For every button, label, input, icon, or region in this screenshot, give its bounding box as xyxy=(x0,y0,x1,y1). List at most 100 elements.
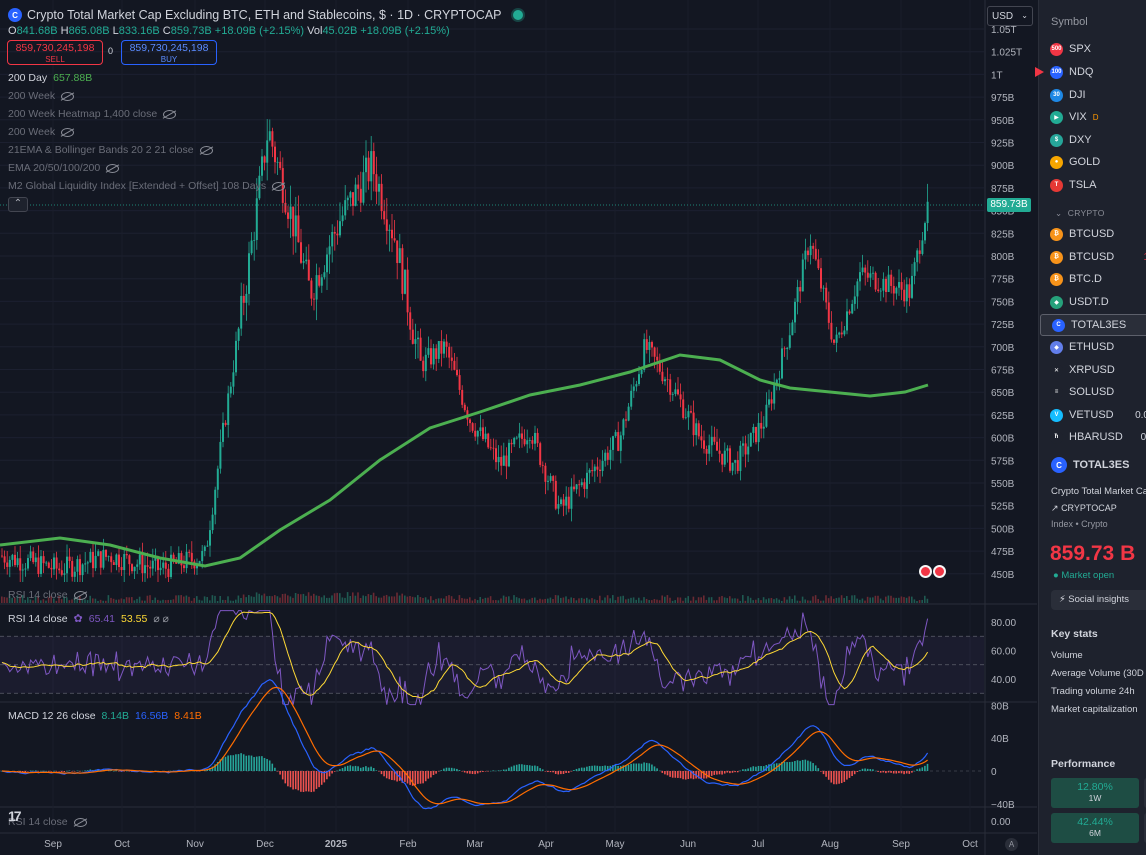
volume-bar xyxy=(783,597,786,603)
perf-1w[interactable]: 12.80% 1W xyxy=(1051,778,1139,808)
macd-legend[interactable]: MACD 12 26 close 8.14B 16.56B 8.41B xyxy=(8,710,202,722)
candle-body xyxy=(146,565,149,567)
watchlist-price: 0. xyxy=(1140,431,1146,443)
detail-symbol[interactable]: C TOTAL3ES xyxy=(1051,457,1129,473)
volume-bar xyxy=(913,599,916,603)
indicator-200-week[interactable]: 200 Week xyxy=(8,90,75,102)
chart-area[interactable]: 1.05T 1.025T 1T 975B 950B 925B 900B 875B 850B 825… xyxy=(0,0,1037,855)
watchlist-item-solusd[interactable]: ≡ SOLUSD xyxy=(1039,381,1146,403)
watchlist-item-ethusd[interactable]: ◆ ETHUSD xyxy=(1039,336,1146,358)
watchlist-item-gold[interactable]: ● GOLD xyxy=(1039,151,1146,173)
hidden-eye-icon[interactable] xyxy=(73,817,87,827)
macd-hist-bar xyxy=(432,771,435,776)
perf-next[interactable] xyxy=(1144,778,1146,808)
volume-bar xyxy=(6,597,8,603)
volume-bar xyxy=(229,600,232,603)
watchlist-item-hbarusd[interactable]: ħ HBARUSD 0. xyxy=(1039,426,1146,448)
watchlist-item-total3es[interactable]: C TOTAL3ES xyxy=(1040,314,1146,336)
volume-bar xyxy=(222,599,224,603)
hidden-eye-icon[interactable] xyxy=(61,127,75,137)
volume-bar xyxy=(45,600,47,603)
hidden-eye-icon[interactable] xyxy=(199,145,213,155)
candle-body xyxy=(175,561,178,564)
watchlist-item-btcusd[interactable]: ₿ BTCUSD 1 xyxy=(1039,246,1146,268)
candle-body xyxy=(406,269,409,313)
macd-hist-bar xyxy=(310,771,313,793)
candle-body xyxy=(755,427,757,443)
detail-exchange[interactable]: ↗ CRYPTOCAP xyxy=(1051,503,1117,513)
watchlist-item-usdt-d[interactable]: ◆ USDT.D xyxy=(1039,291,1146,313)
candle-body xyxy=(900,282,903,290)
watchlist-item-dji[interactable]: 30 DJI xyxy=(1039,84,1146,106)
indicator-200-week-heatmap[interactable]: 200 Week Heatmap 1,400 close xyxy=(8,108,177,120)
volume-bar xyxy=(461,598,463,603)
macd-hist-bar xyxy=(456,768,458,771)
macd-hist-bar xyxy=(848,771,851,778)
symbol-title[interactable]: C Crypto Total Market Cap Excluding BTC,… xyxy=(8,8,523,22)
candle-body xyxy=(391,229,393,239)
volume-bar xyxy=(76,599,78,603)
watchlist-item-dxy[interactable]: $ DXY xyxy=(1039,129,1146,151)
candle-body xyxy=(692,412,695,436)
chart-canvas[interactable]: 1.05T 1.025T 1T 975B 950B 925B 900B 875B 850B 825… xyxy=(0,0,1037,855)
macd-hist-bar xyxy=(773,763,775,771)
rsi-bottom-label[interactable]: RSI 14 close xyxy=(8,816,87,828)
watchlist-item-spx[interactable]: 500 SPX xyxy=(1039,38,1146,60)
macd-hist-bar xyxy=(248,755,250,771)
events-icons[interactable] xyxy=(919,565,946,578)
candle-body xyxy=(180,553,183,566)
watchlist-item-xrpusd[interactable]: ✕ XRPUSD xyxy=(1039,359,1146,381)
watchlist-item-btc-d[interactable]: ₿ BTC.D xyxy=(1039,268,1146,290)
indicator-ema-bollinger[interactable]: 21EMA & Bollinger Bands 20 2 21 close xyxy=(8,144,213,156)
rsi-hidden-label[interactable]: RSI 14 close xyxy=(8,589,87,601)
indicator-m2-liquidity[interactable]: M2 Global Liquidity Index [Extended + Of… xyxy=(8,180,286,192)
candle-body xyxy=(609,449,612,460)
watchlist-item-tsla[interactable]: T TSLA xyxy=(1039,174,1146,196)
hidden-eye-icon[interactable] xyxy=(272,181,286,191)
social-insights-button[interactable]: ⚡ Social insights xyxy=(1051,590,1146,610)
indicator-200-day[interactable]: 200 Day 657.88B xyxy=(8,72,93,84)
candle-body xyxy=(768,399,770,405)
macd-hist-bar xyxy=(445,767,448,771)
candle-body xyxy=(604,452,607,461)
watchlist-item-vix[interactable]: ▶ VIX D xyxy=(1039,106,1146,128)
volume-bar xyxy=(320,597,323,603)
macd-hist-bar xyxy=(170,770,172,772)
volume-bar xyxy=(432,600,435,603)
volume-bar xyxy=(424,597,427,603)
candle-body xyxy=(313,298,315,300)
rsi-legend[interactable]: RSI 14 close ✿ 65.41 53.55 ⌀ ⌀ xyxy=(8,612,169,626)
buy-button[interactable]: 859,730,245,198 BUY xyxy=(121,40,217,65)
sell-button[interactable]: 859,730,245,198 SELL xyxy=(7,40,103,65)
settings-icon[interactable]: ✿ xyxy=(73,613,83,625)
macd-signal-line xyxy=(1,686,928,805)
hidden-eye-icon[interactable] xyxy=(73,590,87,600)
volume-bar xyxy=(560,597,562,603)
vix-logo-icon: ▶ xyxy=(1050,110,1063,124)
watchlist-group-crypto[interactable]: ⌄ CRYPTO xyxy=(1055,208,1105,218)
volume-bar xyxy=(144,600,146,603)
hidden-eye-icon[interactable] xyxy=(61,91,75,101)
watchlist-item-btcusd[interactable]: ₿ BTCUSD xyxy=(1039,223,1146,245)
candle-body xyxy=(580,482,583,486)
macd-hist-bar xyxy=(263,757,266,771)
perf-6m[interactable]: 42.44% 6M xyxy=(1051,813,1139,843)
watchlist-item-ndq[interactable]: 100 NDQ xyxy=(1039,61,1146,83)
volume-bar xyxy=(591,598,593,603)
volume-bar xyxy=(422,597,424,603)
currency-select[interactable]: USD ⌄ xyxy=(987,6,1033,26)
macd-hist-bar xyxy=(297,771,300,791)
watchlist-item-vetusd[interactable]: V VETUSD 0.0 xyxy=(1039,404,1146,426)
candle-body xyxy=(21,569,24,571)
candle-body xyxy=(866,272,869,278)
hidden-eye-icon[interactable] xyxy=(163,109,177,119)
watchlist-panel[interactable]: Symbol 500 SPX 100 NDQ 30 DJI ▶ VIX D $ DXY ● GOLD T T… xyxy=(1038,0,1146,855)
indicator-ema-multi[interactable]: EMA 20/50/100/200 xyxy=(8,162,120,174)
collapse-legend-button[interactable]: ⌃ xyxy=(8,197,28,212)
auto-scale-button[interactable]: A xyxy=(1005,838,1018,851)
indicator-200-week-2[interactable]: 200 Week xyxy=(8,126,75,138)
perf-next[interactable] xyxy=(1144,813,1146,843)
macd-hist-bar xyxy=(268,760,271,771)
hidden-eye-icon[interactable] xyxy=(106,163,120,173)
macd-hist-bar xyxy=(755,766,757,771)
